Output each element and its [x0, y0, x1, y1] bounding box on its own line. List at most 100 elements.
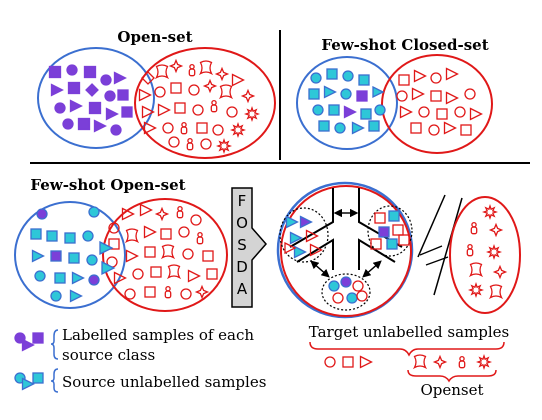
- person-body: [470, 226, 478, 235]
- person-head: [467, 243, 473, 250]
- sample-triangle: [289, 231, 303, 245]
- sample-triangle: [21, 377, 35, 391]
- axis-break-line: [433, 197, 463, 296]
- sample-person: [164, 285, 172, 299]
- sample-circle: [324, 356, 336, 368]
- sample-burst: [468, 282, 484, 298]
- sample-circle: [180, 288, 192, 300]
- sample-square: [121, 106, 133, 118]
- legend-brace: [50, 329, 59, 360]
- sample-square: [436, 108, 448, 120]
- separation-arrow: [310, 260, 329, 277]
- person-head: [177, 205, 183, 212]
- sample-square: [202, 250, 214, 262]
- few-shot-closed-set-title: Few-shot Closed-set: [321, 36, 488, 54]
- sample-star4: [168, 58, 184, 74]
- sample-burst: [216, 138, 232, 154]
- sample-square: [318, 120, 330, 132]
- sample-circle: [62, 118, 74, 130]
- sample-circle: [88, 206, 100, 218]
- sample-triangle: [143, 121, 157, 135]
- sample-circle: [132, 268, 144, 280]
- sample-person: [180, 121, 188, 135]
- cluster-outline: [279, 207, 329, 263]
- partition-wall: [296, 238, 334, 270]
- person-head: [211, 99, 217, 106]
- sample-person: [188, 63, 196, 77]
- sample-triangle: [121, 207, 135, 221]
- sample-person: [470, 221, 478, 235]
- person-body: [458, 360, 466, 369]
- result-panel: [276, 181, 521, 319]
- sample-triangle: [231, 73, 245, 87]
- legend-source-unlabelled: Source unlabelled samples: [62, 373, 266, 391]
- sample-wavy-square: [412, 354, 428, 370]
- sample-square: [54, 272, 66, 284]
- target-brace: [309, 341, 505, 357]
- sample-triangle: [93, 119, 107, 133]
- sample-circle: [108, 222, 120, 234]
- legend-right: Target unlabelled samples Openset: [309, 323, 509, 399]
- sample-circle: [82, 230, 94, 242]
- sample-wavy-square: [154, 64, 170, 80]
- sample-wavy-square: [124, 228, 140, 244]
- sample-square: [160, 228, 172, 240]
- sample-wavy-square: [160, 244, 176, 260]
- target-domain-ellipse: [134, 47, 276, 159]
- sample-square: [356, 90, 368, 102]
- sample-star4: [488, 222, 504, 238]
- sample-triangle: [293, 245, 307, 259]
- few-shot-open-set-panel: [14, 198, 228, 312]
- sample-square: [388, 210, 400, 222]
- sample-circle: [428, 124, 440, 136]
- sample-triangle: [445, 67, 459, 81]
- person-body: [196, 236, 204, 245]
- sample-person: [210, 99, 218, 113]
- sample-triangle: [351, 121, 365, 135]
- sample-circle: [104, 90, 116, 102]
- person-body: [164, 290, 172, 299]
- sample-triangle: [309, 243, 323, 257]
- sample-square: [68, 252, 80, 264]
- sample-burst: [230, 122, 246, 138]
- fosda-letter: S: [237, 236, 247, 254]
- sample-circle: [340, 276, 352, 288]
- sample-triangle: [69, 289, 83, 303]
- sample-circle: [88, 274, 100, 286]
- sample-wavy-square: [218, 84, 234, 100]
- open-set-title: Open-set: [117, 28, 192, 46]
- closed-set-samples: [308, 67, 483, 136]
- sample-circle: [188, 84, 200, 96]
- openset-brace: [407, 369, 497, 383]
- aligned-domain-circle-red: [280, 185, 412, 317]
- sample-triangle: [113, 271, 127, 285]
- sample-star4: [240, 88, 256, 104]
- sample-circle: [178, 226, 190, 238]
- fosda-arrow-shape: [231, 187, 267, 308]
- sample-triangle: [285, 215, 299, 229]
- sample-triangle: [101, 260, 116, 276]
- sample-star4: [492, 264, 508, 280]
- person-head: [459, 355, 465, 362]
- sample-circle: [50, 290, 62, 302]
- sample-triangle: [141, 105, 155, 119]
- sample-person: [458, 355, 466, 369]
- sample-square: [342, 356, 354, 368]
- sample-triangle: [413, 69, 427, 83]
- sample-person: [466, 243, 474, 257]
- openset-ellipse: [449, 196, 521, 314]
- partition-wall: [358, 238, 396, 270]
- open-set-samples: [48, 58, 260, 154]
- person-head: [187, 137, 193, 144]
- sample-circle: [396, 90, 408, 102]
- cluster-outline: [321, 273, 371, 311]
- sample-triangle: [399, 105, 413, 119]
- sample-square: [88, 101, 102, 115]
- legend-labelled-line1: Labelled samples of each: [62, 326, 254, 344]
- sample-burst: [476, 354, 492, 370]
- sample-square: [150, 266, 162, 278]
- sample-square: [30, 228, 42, 240]
